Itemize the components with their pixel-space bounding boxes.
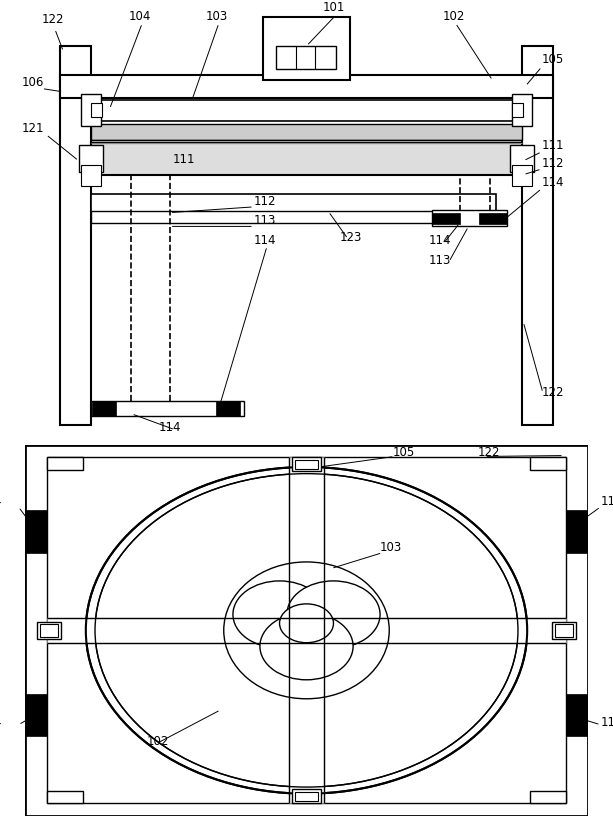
Text: 103: 103 <box>380 541 402 554</box>
Bar <box>60 46 91 425</box>
Bar <box>91 401 244 416</box>
Text: 111: 111 <box>173 153 195 166</box>
Bar <box>530 457 566 470</box>
Bar <box>510 145 534 172</box>
Bar <box>566 694 588 737</box>
Circle shape <box>233 581 326 648</box>
Ellipse shape <box>86 467 527 794</box>
Text: 113: 113 <box>254 214 276 227</box>
Bar <box>512 94 532 126</box>
Bar <box>47 457 83 470</box>
Circle shape <box>260 613 353 680</box>
Text: 121: 121 <box>21 122 44 135</box>
Text: 106: 106 <box>21 76 44 89</box>
Bar <box>91 104 102 117</box>
Bar <box>432 210 507 227</box>
Bar <box>479 213 507 224</box>
Text: 102: 102 <box>443 10 465 22</box>
Bar <box>292 789 321 803</box>
Bar <box>60 75 553 98</box>
Bar <box>295 792 318 801</box>
Bar <box>289 457 324 803</box>
Bar <box>92 401 116 416</box>
Bar <box>512 166 532 186</box>
Bar <box>295 460 318 469</box>
Text: 114: 114 <box>158 421 181 434</box>
Bar <box>263 17 350 81</box>
Bar <box>522 46 553 425</box>
Bar <box>555 625 573 636</box>
Bar <box>91 143 522 175</box>
Bar <box>91 212 496 223</box>
Bar <box>91 194 496 213</box>
Text: 122: 122 <box>478 446 501 458</box>
Text: 114: 114 <box>601 716 613 728</box>
Text: 123: 123 <box>340 232 362 245</box>
Text: 111: 111 <box>542 139 565 152</box>
Bar <box>25 510 47 553</box>
Bar <box>47 618 566 643</box>
Bar <box>81 94 101 126</box>
Bar <box>552 621 576 639</box>
Circle shape <box>287 581 380 648</box>
Text: 114: 114 <box>601 495 613 508</box>
Bar <box>292 457 321 471</box>
Bar <box>47 791 83 803</box>
Ellipse shape <box>224 562 389 699</box>
Ellipse shape <box>95 474 518 787</box>
Bar <box>276 46 336 69</box>
Text: 122: 122 <box>41 13 64 26</box>
Bar <box>432 213 460 224</box>
Text: 102: 102 <box>147 735 170 748</box>
Text: 112: 112 <box>254 194 276 208</box>
Text: 114: 114 <box>0 495 2 508</box>
Bar <box>530 791 566 803</box>
Text: 114: 114 <box>429 234 452 246</box>
Text: 112: 112 <box>542 157 565 170</box>
Bar <box>512 104 524 117</box>
Text: 114: 114 <box>542 176 565 190</box>
Bar <box>40 625 58 636</box>
Bar <box>216 401 240 416</box>
Text: 113: 113 <box>429 255 452 267</box>
Circle shape <box>280 604 333 643</box>
Text: 104: 104 <box>129 10 151 22</box>
Text: 105: 105 <box>392 446 414 458</box>
Text: 122: 122 <box>542 386 565 400</box>
Text: 105: 105 <box>542 54 564 66</box>
Bar <box>81 166 101 186</box>
Bar <box>91 100 522 120</box>
Text: 101: 101 <box>322 2 345 15</box>
Bar <box>566 510 588 553</box>
Text: 114: 114 <box>254 234 276 246</box>
Text: 103: 103 <box>205 10 228 22</box>
Text: 114: 114 <box>0 716 2 728</box>
Bar <box>37 621 61 639</box>
Bar <box>91 124 522 140</box>
Bar <box>25 694 47 737</box>
Bar <box>79 145 103 172</box>
